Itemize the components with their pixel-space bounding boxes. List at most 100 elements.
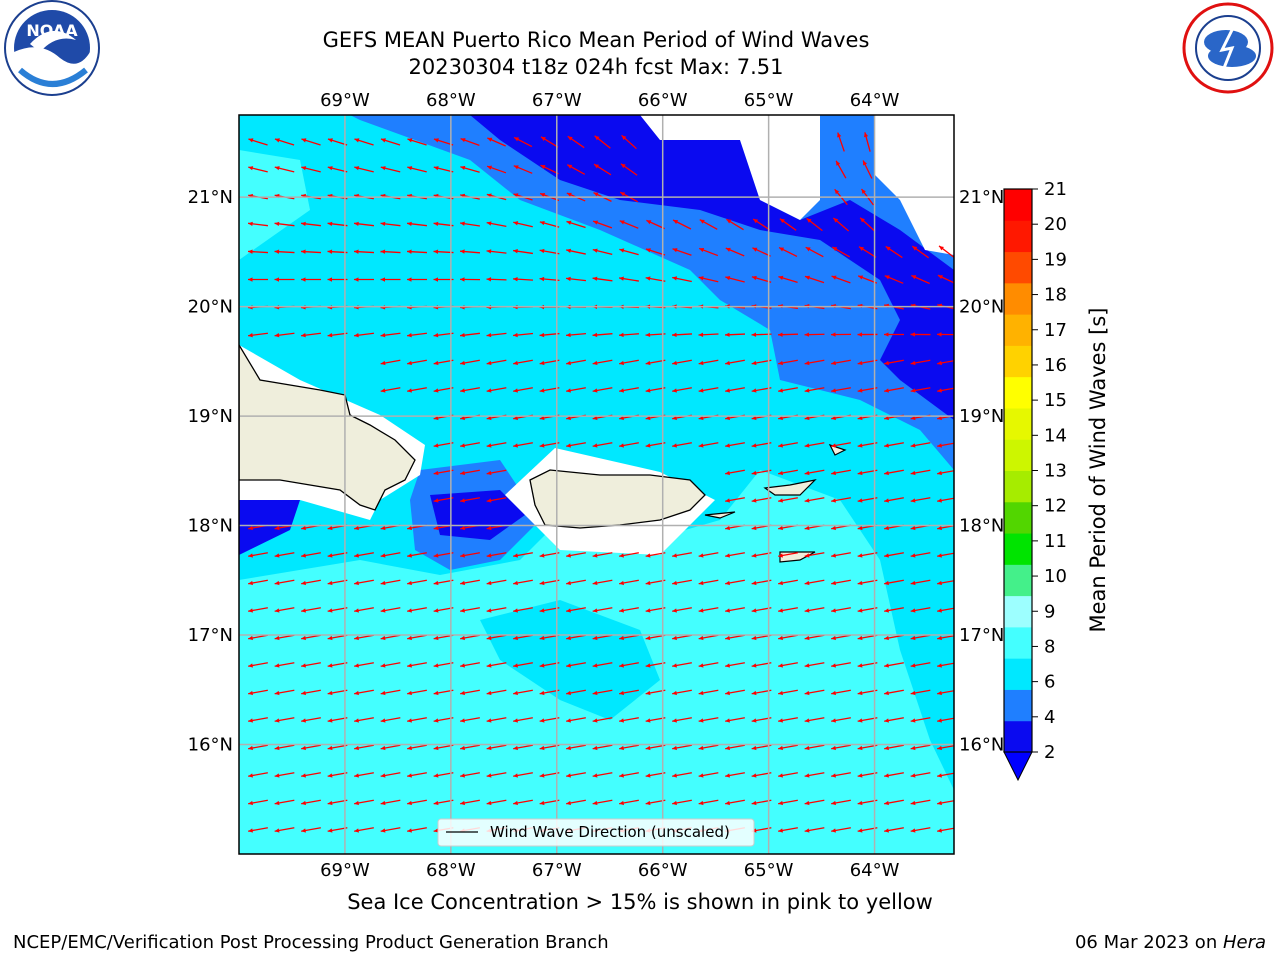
wave-arrow-head: [672, 580, 677, 586]
wave-arrow-head: [407, 360, 412, 366]
wave-arrow-head: [937, 773, 942, 778]
wave-arrow-head: [884, 635, 889, 641]
wave-arrow-head: [751, 498, 757, 503]
wave-arrow-head: [645, 718, 651, 723]
wave-arrow-head: [433, 443, 439, 448]
colorbar-tick-label: 2: [1044, 742, 1055, 763]
wave-arrow-head: [433, 277, 439, 282]
wave-arrow-head: [725, 663, 730, 668]
wave-arrow-head: [460, 443, 465, 448]
wave-arrow-head: [937, 415, 942, 421]
wave-arrow-head: [380, 249, 386, 254]
wave-arrow-head: [513, 360, 518, 366]
wave-arrow-head: [301, 277, 306, 282]
wave-arrow-head: [380, 580, 386, 586]
wave-arrow-head: [778, 275, 784, 280]
wave-arrow-head: [884, 388, 889, 393]
wave-arrow-head: [539, 332, 545, 338]
wave-arrow-head: [539, 773, 545, 778]
colorbar-bin: [1004, 689, 1032, 722]
wave-arrow-head: [884, 415, 889, 421]
wave-arrow-head: [831, 663, 836, 668]
wave-arrow-head: [752, 247, 758, 252]
wave-arrow-head: [837, 132, 842, 138]
wave-arrow-head: [831, 745, 836, 751]
wave-arrow-head: [804, 553, 810, 558]
wave-arrow-head: [831, 388, 836, 393]
lat-tick-label: 21°N: [188, 187, 233, 208]
colorbar-tick-label: 19: [1044, 249, 1067, 270]
lon-tick-label: 67°W: [532, 90, 582, 111]
wave-arrow-head: [566, 332, 571, 338]
wave-arrow-head: [831, 690, 836, 696]
wave-arrow-head: [248, 663, 253, 668]
wave-arrow-head: [301, 800, 306, 806]
wave-arrow-head: [486, 221, 492, 226]
lon-tick-label: 66°W: [638, 860, 688, 881]
wave-arrow-head: [486, 773, 492, 778]
colorbar-tick-label: 21: [1044, 179, 1067, 200]
wave-arrow-head: [834, 189, 840, 195]
wave-arrow-head: [804, 635, 810, 641]
wave-arrow-head: [301, 608, 306, 613]
wave-arrow-head: [380, 166, 386, 171]
colorbar-tick-label: 11: [1044, 531, 1067, 552]
wave-arrow-head: [672, 608, 677, 613]
wave-arrow-head: [698, 360, 704, 366]
lon-tick-label: 64°W: [850, 90, 900, 111]
wave-arrow-head: [433, 800, 439, 806]
wave-arrow-head: [672, 443, 677, 448]
wave-arrow-head: [274, 333, 280, 338]
wave-arrow-head: [380, 745, 386, 751]
wave-arrow-head: [566, 415, 571, 421]
wave-arrow-head: [354, 828, 359, 833]
wave-arrow-head: [354, 249, 359, 254]
wave-arrow-head: [912, 246, 918, 251]
wave-arrow-head: [804, 580, 810, 586]
wave-arrow-head: [672, 773, 677, 778]
wave-arrow-head: [751, 745, 757, 751]
wave-arrow-head: [831, 718, 836, 723]
wave-arrow-head: [863, 160, 868, 166]
wave-arrow-head: [725, 470, 730, 476]
colorbar-tick-label: 17: [1044, 320, 1067, 341]
wave-arrow-head: [513, 635, 518, 641]
wave-arrow-head: [857, 800, 863, 806]
wave-arrow-head: [354, 138, 360, 143]
wave-arrow-head: [910, 553, 916, 558]
wave-arrow-head: [831, 275, 837, 280]
noaa-logo: NOAA: [4, 0, 100, 96]
wave-arrow-head: [327, 773, 333, 778]
wave-arrow-head: [248, 580, 253, 586]
wave-arrow-head: [566, 773, 571, 778]
wave-arrow-head: [804, 470, 810, 476]
wave-arrow-head: [804, 718, 810, 723]
wave-arrow-head: [380, 800, 386, 806]
wave-arrow-head: [857, 332, 863, 337]
wave-arrow-head: [407, 718, 412, 723]
wave-arrow-head: [354, 608, 359, 613]
nodata-north-2: [875, 115, 954, 255]
wave-arrow-head: [248, 333, 253, 338]
wave-arrow-head: [592, 332, 598, 338]
wave-arrow-head: [751, 275, 757, 281]
wave-arrow-head: [407, 277, 412, 282]
wave-arrow-head: [884, 360, 889, 366]
wave-arrow-head: [831, 800, 836, 806]
wave-arrow-head: [751, 690, 757, 696]
lon-tick-label: 69°W: [320, 90, 370, 111]
wave-arrow-head: [804, 525, 810, 531]
wave-arrow-head: [619, 248, 625, 253]
wave-arrow-head: [486, 443, 492, 448]
wave-arrow-head: [910, 498, 916, 503]
wave-arrow-head: [327, 663, 333, 668]
wave-arrow-head: [857, 443, 863, 448]
colorbar-bin: [1004, 720, 1032, 753]
wave-arrow-head: [274, 166, 280, 171]
wave-arrow-head: [539, 220, 545, 226]
wave-arrow-head: [539, 276, 545, 282]
wave-arrow-head: [885, 246, 891, 251]
wave-arrow-head: [460, 608, 465, 613]
wave-arrow-head: [513, 443, 518, 448]
footer-date: 06 Mar 2023 on Hera: [1075, 932, 1266, 953]
